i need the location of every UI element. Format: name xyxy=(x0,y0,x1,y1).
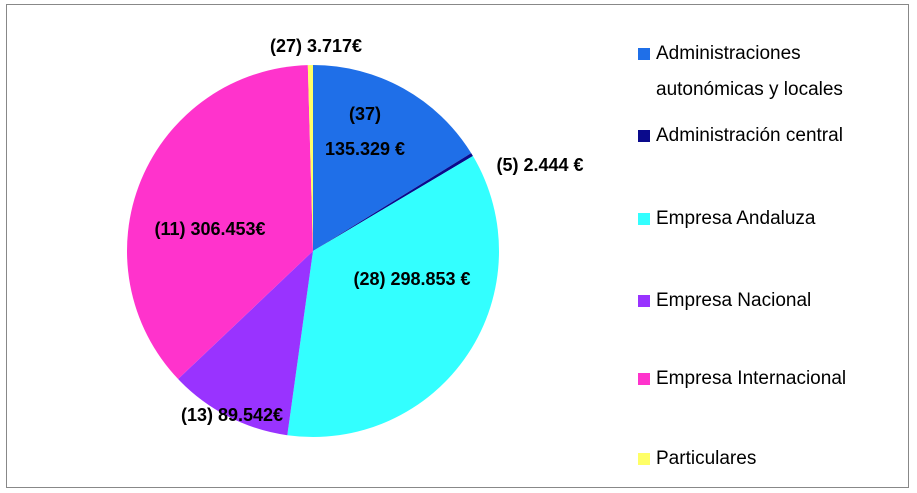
legend-swatch xyxy=(638,295,650,307)
legend-label: Empresa Andaluza xyxy=(656,208,816,229)
pie-slice xyxy=(307,65,313,251)
legend-label: Empresa Nacional xyxy=(656,290,812,311)
pie-slice xyxy=(313,65,472,251)
legend-swatch xyxy=(638,48,650,60)
data-label: (37) 135.329 € xyxy=(325,104,405,159)
data-label: (28) 298.853 € xyxy=(353,269,470,289)
data-label: (11) 306.453€ xyxy=(154,219,265,239)
pie-slice xyxy=(178,251,313,436)
legend-item: Empresa Internacional xyxy=(638,361,888,397)
data-label-line: (37) xyxy=(349,104,381,124)
pie-slice xyxy=(287,156,499,438)
legend-item: Empresa Nacional xyxy=(638,283,888,319)
legend-item: Administraciones autonómicas y locales xyxy=(638,36,888,108)
legend-swatch xyxy=(638,453,650,465)
legend-item: Empresa Andaluza xyxy=(638,201,888,237)
legend-label: Empresa Internacional xyxy=(656,368,847,389)
legend-item: Administración central xyxy=(638,118,888,154)
legend-swatch xyxy=(638,213,650,225)
legend-label: Administraciones autonómicas y locales xyxy=(656,43,843,100)
data-label-line: 135.329 € xyxy=(325,139,405,159)
legend-swatch xyxy=(638,373,650,385)
legend-label: Particulares xyxy=(656,448,757,469)
data-label: (13) 89.542€ xyxy=(181,405,283,425)
legend-swatch xyxy=(638,130,650,142)
chart-frame xyxy=(6,4,909,488)
data-label: (5) 2.444 € xyxy=(496,155,583,175)
legend-label: Administración central xyxy=(656,125,843,146)
legend-item: Particulares xyxy=(638,441,888,477)
pie-slice xyxy=(127,65,314,380)
pie-slice xyxy=(313,153,473,251)
data-label: (27) 3.717€ xyxy=(270,36,362,56)
